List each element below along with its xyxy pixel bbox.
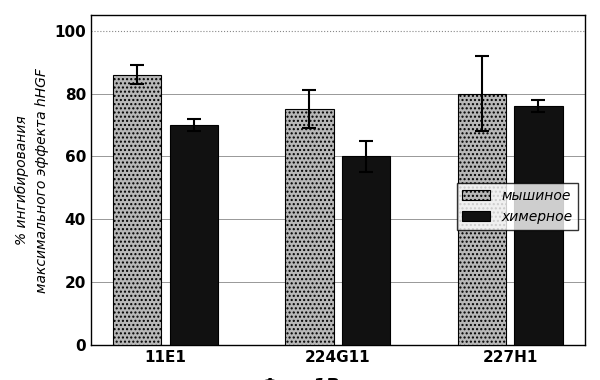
Bar [113,75,161,345]
Bar [170,125,218,345]
Y-axis label: % ингибирования
максимального эффекта hHGF: % ингибирования максимального эффекта hH… [15,68,49,293]
Bar [514,106,563,345]
Bar [286,109,334,345]
Text: Фиг. 1В: Фиг. 1В [260,377,340,380]
Legend: мышиное, химерное: мышиное, химерное [457,184,578,230]
Bar [458,93,506,345]
Bar [342,157,391,345]
